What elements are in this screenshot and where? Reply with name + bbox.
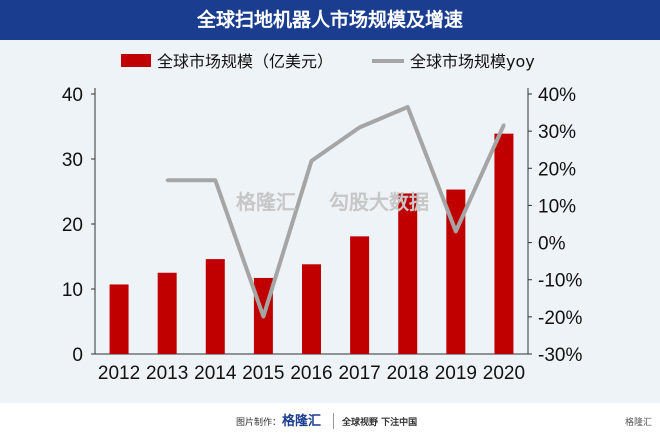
bar-2017 bbox=[350, 236, 370, 354]
right-axis-tick-label: 0% bbox=[538, 234, 566, 255]
bar-2014 bbox=[205, 259, 225, 354]
chart-svg: 0 10 20 30 40 -30% -20% -10% 0% 10% 20% 30% 40% 2012 2… bbox=[62, 52, 583, 384]
right-axis-tick-label: 30% bbox=[538, 122, 576, 143]
left-axis-tick-label: 40 bbox=[62, 85, 83, 106]
yoy-point-2019 bbox=[454, 229, 458, 233]
bar-2019 bbox=[446, 189, 466, 354]
right-axis-tick-label: -10% bbox=[538, 271, 582, 292]
left-axis-tick-label: 20 bbox=[62, 215, 83, 236]
right-axis-tick-label: -30% bbox=[538, 345, 582, 366]
yoy-point-2020 bbox=[502, 123, 506, 127]
x-axis-tick-label: 2019 bbox=[435, 363, 477, 384]
yoy-point-2013 bbox=[165, 178, 169, 182]
x-axis-tick-label: 2016 bbox=[290, 363, 332, 384]
left-axis-tick-label: 10 bbox=[62, 280, 83, 301]
right-axis-tick-label: 40% bbox=[538, 85, 576, 106]
yoy-line bbox=[167, 105, 506, 319]
x-axis-tick-label: 2018 bbox=[387, 363, 429, 384]
yoy-point-2016 bbox=[310, 159, 313, 163]
x-axis-tick-label: 2020 bbox=[483, 363, 525, 384]
legend-bar-label: 全球市场规模（亿美元） bbox=[157, 52, 333, 71]
yoy-point-2018 bbox=[406, 105, 410, 109]
bar-2018 bbox=[398, 193, 418, 354]
footer: 图片制作： 格隆汇 全球视野 下注中国 格隆汇 bbox=[0, 403, 660, 437]
legend-bar-swatch bbox=[121, 54, 151, 67]
footer-divider bbox=[333, 413, 334, 429]
legend-line-label: 全球市场规模yoy bbox=[410, 52, 535, 71]
right-axis-tick-label: 10% bbox=[538, 196, 576, 217]
right-axis-tick-label: -20% bbox=[538, 308, 582, 329]
watermark: 格隆汇 勾股大数据 bbox=[236, 186, 455, 215]
bar-2020 bbox=[494, 133, 514, 354]
watermark-brand: 格隆汇 bbox=[236, 190, 296, 214]
watermark-source: 勾股大数据 bbox=[328, 190, 429, 214]
bar-2012 bbox=[109, 284, 129, 354]
x-axis-tick-label: 2012 bbox=[98, 363, 140, 384]
bar-2013 bbox=[157, 272, 177, 354]
footer-made-by: 图片制作： bbox=[236, 418, 282, 428]
footer-logo: 格隆汇 bbox=[282, 414, 322, 429]
x-axis-tick-label: 2015 bbox=[242, 363, 284, 384]
x-axis-tick-label: 2014 bbox=[194, 363, 237, 384]
right-axis-tick-label: 20% bbox=[538, 159, 576, 180]
yoy-point-2015 bbox=[261, 314, 265, 318]
bar-2016 bbox=[302, 264, 321, 354]
footer-slogan: 全球视野 下注中国 bbox=[342, 418, 418, 428]
yoy-point-2017 bbox=[358, 125, 362, 129]
yoy-point-2014 bbox=[213, 178, 217, 182]
x-axis-tick-label: 2017 bbox=[338, 363, 380, 384]
left-axis-tick-label: 0 bbox=[72, 345, 83, 366]
plot-panel: 0 10 20 30 40 -30% -20% -10% 0% 10% 20% 30% 40% 2012 2… bbox=[0, 40, 660, 439]
x-axis-tick-label: 2013 bbox=[146, 363, 188, 384]
footer-corner-logo: 格隆汇 bbox=[624, 418, 652, 428]
left-axis-tick-label: 30 bbox=[62, 150, 83, 171]
chart-title: 全球扫地机器人市场规模及增速 bbox=[0, 0, 660, 40]
